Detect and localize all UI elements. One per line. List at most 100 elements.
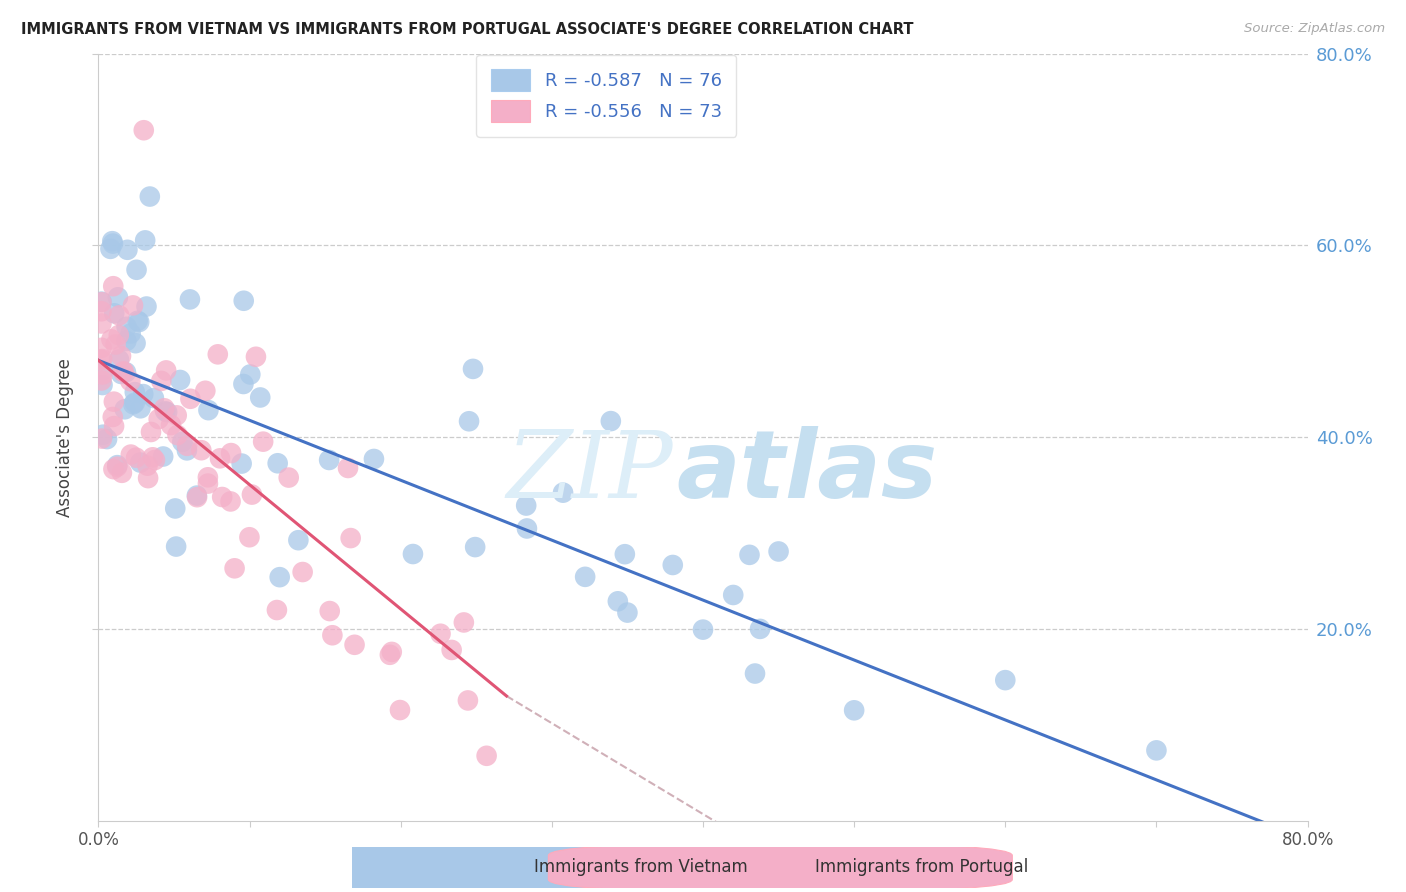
Point <box>139 189 162 203</box>
Point <box>723 588 745 602</box>
Point <box>343 638 366 652</box>
Point <box>129 401 152 416</box>
Point <box>136 471 159 485</box>
Point <box>231 457 253 471</box>
Point <box>318 453 340 467</box>
Point <box>120 374 142 388</box>
Point <box>339 531 361 545</box>
Point <box>1144 743 1167 757</box>
Point <box>103 394 125 409</box>
Point <box>101 236 124 251</box>
Point <box>148 412 170 426</box>
Point <box>143 453 166 467</box>
Point <box>186 489 208 503</box>
Point <box>381 645 404 659</box>
Point <box>461 362 484 376</box>
Point <box>90 317 112 331</box>
Point <box>110 367 132 381</box>
Point <box>152 450 174 464</box>
Point <box>101 409 124 424</box>
Point <box>186 490 208 504</box>
Point <box>661 558 683 572</box>
Point <box>90 294 112 309</box>
Point <box>160 417 183 432</box>
Point <box>96 432 118 446</box>
Point <box>606 594 628 608</box>
Point <box>91 427 114 442</box>
Point <box>211 490 233 504</box>
Point <box>197 403 219 417</box>
Point <box>117 243 139 257</box>
Point <box>249 391 271 405</box>
Point <box>115 319 138 334</box>
Point <box>402 547 425 561</box>
Point <box>128 315 150 329</box>
Point <box>132 387 155 401</box>
Point <box>166 409 188 423</box>
Point <box>90 374 112 388</box>
Point <box>252 434 274 449</box>
Point <box>166 428 188 442</box>
Text: atlas: atlas <box>676 425 938 517</box>
Point <box>107 290 129 304</box>
Point <box>319 604 342 618</box>
FancyBboxPatch shape <box>267 844 731 892</box>
Point <box>103 279 125 293</box>
Point <box>616 606 638 620</box>
Point <box>124 336 146 351</box>
Point <box>844 703 866 717</box>
Point <box>135 300 157 314</box>
Point <box>179 293 201 307</box>
Point <box>232 293 254 308</box>
Text: Immigrants from Portugal: Immigrants from Portugal <box>815 858 1029 877</box>
Point <box>115 365 138 379</box>
Point <box>101 234 124 248</box>
Text: Source: ZipAtlas.com: Source: ZipAtlas.com <box>1244 22 1385 36</box>
Point <box>142 391 165 405</box>
Point <box>122 298 145 312</box>
Point <box>90 304 112 318</box>
Point <box>91 378 114 392</box>
Point <box>458 414 481 428</box>
Point <box>515 499 537 513</box>
Point <box>363 452 385 467</box>
Point <box>110 349 132 363</box>
Point <box>108 352 131 367</box>
Point <box>440 643 463 657</box>
FancyBboxPatch shape <box>548 844 1012 892</box>
Point <box>165 540 187 554</box>
Point <box>744 666 766 681</box>
Point <box>238 530 260 544</box>
Point <box>139 425 162 439</box>
Point <box>321 628 343 642</box>
Text: IMMIGRANTS FROM VIETNAM VS IMMIGRANTS FROM PORTUGAL ASSOCIATE'S DEGREE CORRELATI: IMMIGRANTS FROM VIETNAM VS IMMIGRANTS FR… <box>21 22 914 37</box>
Point <box>124 385 146 400</box>
Point <box>574 570 596 584</box>
Point <box>165 501 187 516</box>
Point <box>176 443 198 458</box>
Point <box>749 622 772 636</box>
Point <box>111 466 134 480</box>
Point <box>378 648 401 662</box>
Point <box>219 494 242 508</box>
Point <box>599 414 621 428</box>
Point <box>104 337 127 351</box>
Point <box>142 450 165 465</box>
Point <box>291 565 314 579</box>
Point <box>107 328 129 343</box>
Point <box>266 603 288 617</box>
Text: ZIP: ZIP <box>506 426 672 516</box>
Point <box>219 446 242 460</box>
Point <box>91 432 114 446</box>
Point <box>287 533 309 548</box>
Point <box>453 615 475 630</box>
Point <box>169 373 191 387</box>
Point <box>232 376 254 391</box>
Point <box>115 334 138 348</box>
Point <box>269 570 291 584</box>
Point <box>239 368 262 382</box>
Point <box>337 461 360 475</box>
Point <box>457 693 479 707</box>
Text: Immigrants from Vietnam: Immigrants from Vietnam <box>534 858 748 877</box>
Point <box>91 363 114 377</box>
